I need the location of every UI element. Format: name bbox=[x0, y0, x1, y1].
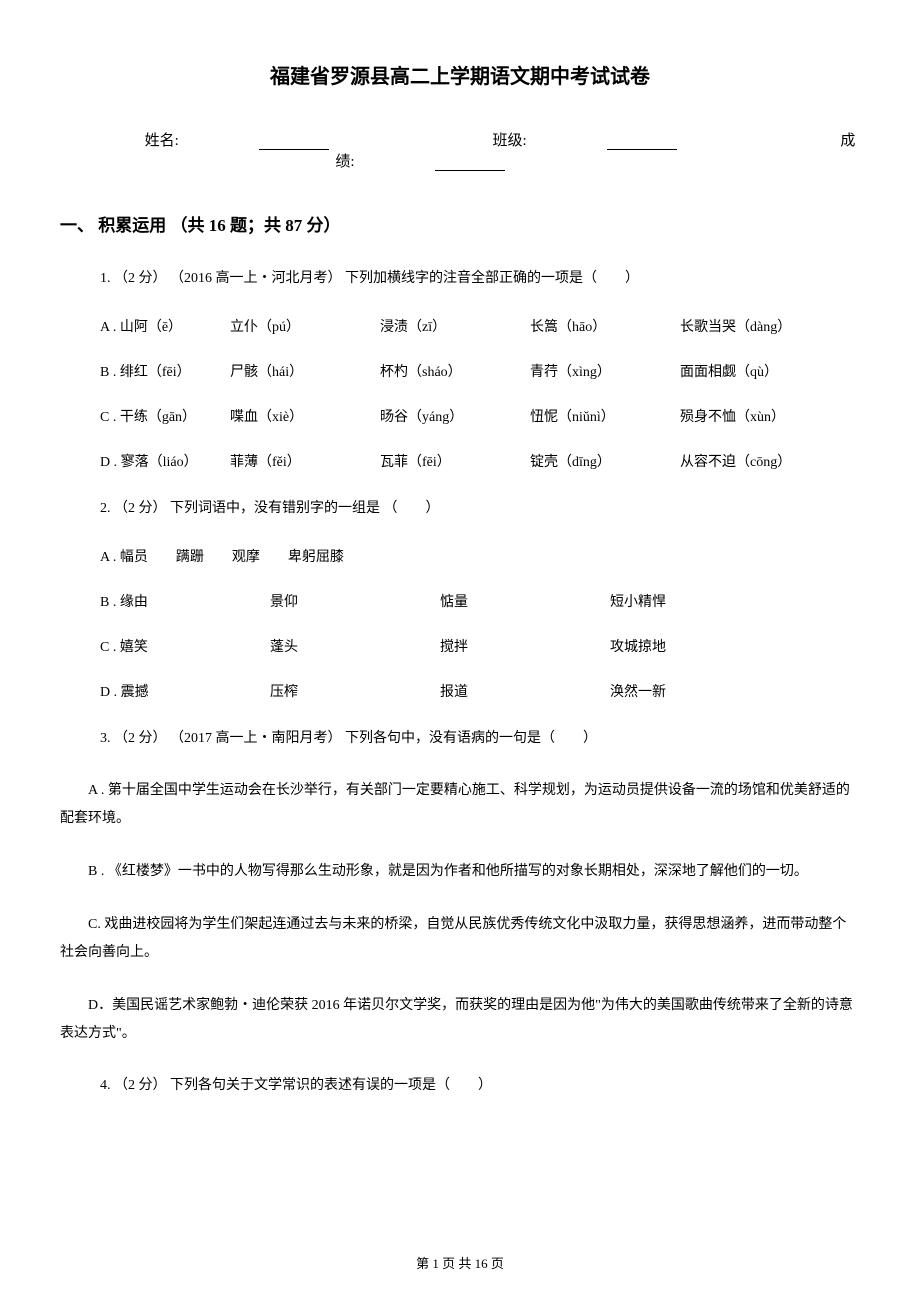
q1-b-v3: 青荇（xìng） bbox=[530, 361, 680, 381]
q2-b-v1: 景仰 bbox=[270, 591, 440, 611]
q1-c-v2: 旸谷（yáng） bbox=[380, 406, 530, 426]
q3-option-b: B . 《红楼梦》一书中的人物写得那么生动形象，就是因为作者和他所描写的对象长期… bbox=[60, 858, 860, 886]
q3-stem: 3. （2 分） （2017 高一上・南阳月考） 下列各句中，没有语病的一句是（… bbox=[100, 726, 860, 751]
q1-c-v3: 忸怩（niǔnì） bbox=[530, 406, 680, 426]
q1-d-v4: 从容不迫（cōng） bbox=[680, 451, 830, 471]
q1-option-c: C . 干练（gān） 喋血（xiè） 旸谷（yáng） 忸怩（niǔnì） 殒… bbox=[100, 406, 860, 426]
q2-c-label: C . 嬉笑 bbox=[100, 636, 270, 656]
q2-option-c: C . 嬉笑 蓬头 搅拌 攻城掠地 bbox=[100, 636, 860, 656]
q2-option-b: B . 缘由 景仰 惦量 短小精悍 bbox=[100, 591, 860, 611]
section-number: 一、 bbox=[60, 216, 94, 235]
q1-a-v2: 浸渍（zī） bbox=[380, 316, 530, 336]
q3-option-d: D．美国民谣艺术家鲍勃・迪伦荣获 2016 年诺贝尔文学奖，而获奖的理由是因为他… bbox=[60, 992, 860, 1048]
name-label: 姓名: bbox=[145, 133, 179, 149]
q3-option-a: A . 第十届全国中学生运动会在长沙举行，有关部门一定要精心施工、科学规划，为运… bbox=[60, 777, 860, 833]
q1-b-v1: 尸骸（hái） bbox=[230, 361, 380, 381]
q2-option-d: D . 震撼 压榨 报道 涣然一新 bbox=[100, 681, 860, 701]
q2-a-rest: 蹒跚 观摩 卑躬屈膝 bbox=[148, 550, 344, 565]
section-title: 积累运用 bbox=[98, 216, 166, 235]
q1-d-label: D . 寥落（liáo） bbox=[100, 451, 230, 471]
q2-a-label: A . 幅员 bbox=[100, 550, 148, 565]
score-underline bbox=[435, 170, 505, 171]
q2-d-v2: 报道 bbox=[440, 681, 610, 701]
name-field: 姓名: bbox=[105, 133, 369, 149]
q1-a-v3: 长篙（hāo） bbox=[530, 316, 680, 336]
q1-c-v4: 殒身不恤（xùn） bbox=[680, 406, 830, 426]
q1-a-v4: 长歌当哭（dàng） bbox=[680, 316, 830, 336]
student-info-row: 姓名: 班级: 成绩: bbox=[60, 129, 860, 171]
q1-stem: 1. （2 分） （2016 高一上・河北月考） 下列加横线字的注音全部正确的一… bbox=[100, 266, 860, 291]
q1-c-v1: 喋血（xiè） bbox=[230, 406, 380, 426]
q2-b-v3: 短小精悍 bbox=[610, 591, 760, 611]
q1-option-b: B . 绯红（fēi） 尸骸（hái） 杯杓（sháo） 青荇（xìng） 面面… bbox=[100, 361, 860, 381]
page-footer: 第 1 页 共 16 页 bbox=[0, 1253, 920, 1272]
q1-b-label: B . 绯红（fēi） bbox=[100, 361, 230, 381]
q2-b-label: B . 缘由 bbox=[100, 591, 270, 611]
q2-option-a: A . 幅员 蹒跚 观摩 卑躬屈膝 bbox=[100, 546, 860, 566]
q1-option-d: D . 寥落（liáo） 菲薄（fěi） 瓦菲（fēi） 锭壳（dīng） 从容… bbox=[100, 451, 860, 471]
class-label: 班级: bbox=[492, 133, 526, 149]
q3-option-c: C. 戏曲进校园将为学生们架起连通过去与未来的桥梁，自觉从民族优秀传统文化中汲取… bbox=[60, 911, 860, 967]
q2-stem: 2. （2 分） 下列词语中，没有错别字的一组是 （ ） bbox=[100, 496, 860, 521]
q2-d-v1: 压榨 bbox=[270, 681, 440, 701]
q2-b-v2: 惦量 bbox=[440, 591, 610, 611]
q2-d-v3: 涣然一新 bbox=[610, 681, 760, 701]
class-field: 班级: bbox=[452, 133, 716, 149]
q4-stem: 4. （2 分） 下列各句关于文学常识的表述有误的一项是（ ） bbox=[100, 1073, 860, 1098]
section-detail: （共 16 题；共 87 分） bbox=[171, 216, 341, 235]
q1-a-v1: 立仆（pú） bbox=[230, 316, 380, 336]
q2-c-v2: 搅拌 bbox=[440, 636, 610, 656]
q1-c-label: C . 干练（gān） bbox=[100, 406, 230, 426]
q1-b-v4: 面面相觑（qù） bbox=[680, 361, 830, 381]
q2-d-label: D . 震撼 bbox=[100, 681, 270, 701]
q1-d-v3: 锭壳（dīng） bbox=[530, 451, 680, 471]
q1-option-a: A . 山阿（ē） 立仆（pú） 浸渍（zī） 长篙（hāo） 长歌当哭（dàn… bbox=[100, 316, 860, 336]
q1-d-v1: 菲薄（fěi） bbox=[230, 451, 380, 471]
q1-a-label: A . 山阿（ē） bbox=[100, 316, 230, 336]
exam-title: 福建省罗源县高二上学期语文期中考试试卷 bbox=[60, 60, 860, 89]
class-underline bbox=[607, 149, 677, 150]
q2-c-v3: 攻城掠地 bbox=[610, 636, 760, 656]
name-underline bbox=[259, 149, 329, 150]
q2-c-v1: 蓬头 bbox=[270, 636, 440, 656]
section-header: 一、 积累运用 （共 16 题；共 87 分） bbox=[60, 211, 860, 236]
q1-b-v2: 杯杓（sháo） bbox=[380, 361, 530, 381]
q1-d-v2: 瓦菲（fēi） bbox=[380, 451, 530, 471]
